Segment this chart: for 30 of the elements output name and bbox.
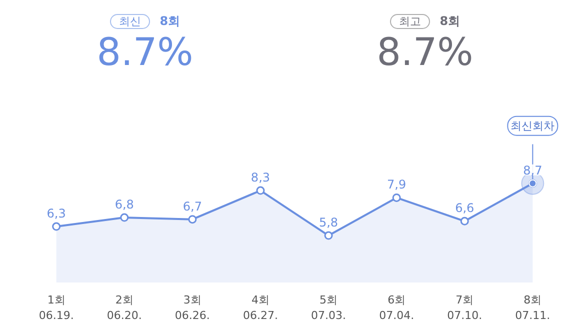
x-tick-label: 5회 07.03. xyxy=(311,294,346,322)
data-label: 6,3 xyxy=(46,206,66,221)
point xyxy=(52,222,61,231)
text: 8회 xyxy=(440,14,460,28)
x-tick-label: 7회 07.10. xyxy=(447,294,482,322)
data-label: 7,9 xyxy=(387,178,406,192)
data-label: 5,8 xyxy=(318,216,338,230)
data-label: 8,3 xyxy=(250,170,270,185)
x-tick-label: 3회 06.26. xyxy=(174,294,210,322)
text: 8회 xyxy=(160,14,180,28)
x-tick-label: 1회 06.19. xyxy=(38,294,74,322)
data-label: 6,7 xyxy=(182,199,202,214)
text: 최고 xyxy=(390,14,430,29)
point xyxy=(324,231,333,240)
data-label: 6,8 xyxy=(114,198,134,212)
x-tick-label: 2회 06.20. xyxy=(106,294,142,322)
text: 8.7% xyxy=(96,30,194,74)
annotation: 최신회차 xyxy=(510,119,555,132)
point xyxy=(460,216,469,226)
x-tick-label: 8회 07.11. xyxy=(515,294,550,322)
point xyxy=(120,213,129,222)
x-tick-label: 6회 07.04. xyxy=(379,294,414,322)
text: 최신 xyxy=(110,14,150,29)
point xyxy=(256,186,265,195)
text: 8.7% xyxy=(376,30,474,74)
data-label: 6,6 xyxy=(455,201,474,216)
point xyxy=(392,193,401,202)
x-tick-label: 4회 06.27. xyxy=(242,294,278,322)
data-label: 8,7 xyxy=(523,163,542,178)
point xyxy=(188,215,197,224)
